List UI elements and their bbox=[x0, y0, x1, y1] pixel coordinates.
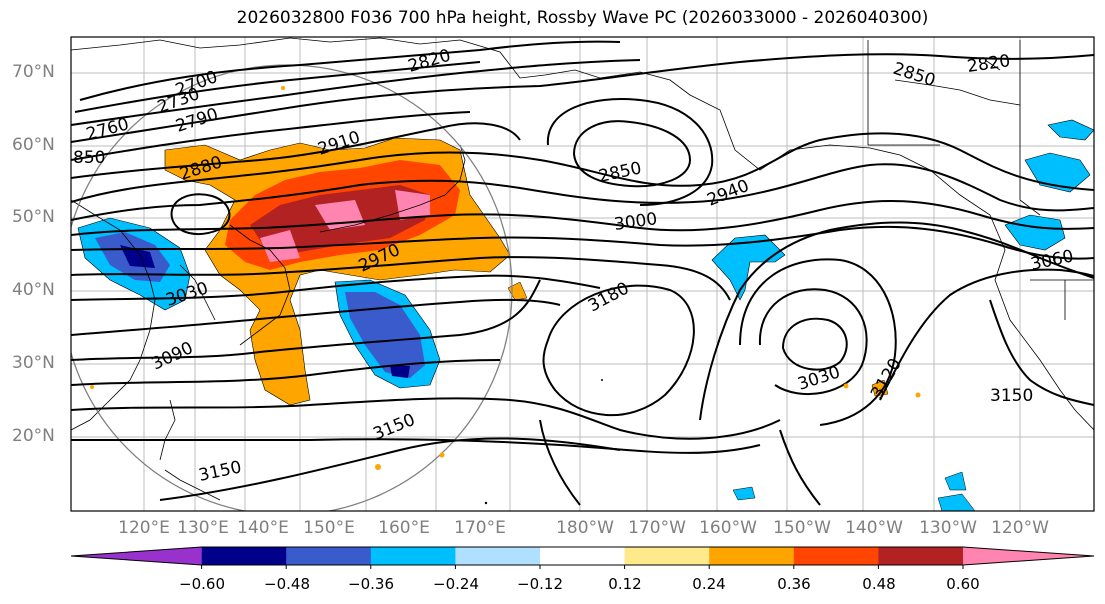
colorbar-tick-label: 0.48 bbox=[862, 575, 896, 593]
colorbar-blocks bbox=[70, 546, 1095, 566]
lon-label: 140°E bbox=[237, 518, 289, 538]
lon-label: 130°E bbox=[177, 518, 229, 538]
islands bbox=[90, 86, 921, 505]
colorbar-block bbox=[455, 547, 541, 565]
lat-label: 50°N bbox=[12, 207, 55, 227]
colorbar-block bbox=[286, 547, 372, 565]
colorbar-ticks bbox=[201, 565, 964, 569]
colorbar-tick-label: −0.48 bbox=[264, 575, 310, 593]
contour-label: 850 bbox=[73, 148, 105, 168]
colorbar-tick-label: −0.60 bbox=[179, 575, 225, 593]
lon-label: 160°W bbox=[699, 518, 757, 538]
lat-label: 20°N bbox=[12, 426, 55, 446]
colorbar-tick-label: 0.36 bbox=[777, 575, 811, 593]
lon-label: 140°W bbox=[845, 518, 903, 538]
lat-label: 70°N bbox=[12, 62, 55, 82]
map-frame bbox=[70, 36, 1095, 512]
negative-anomaly-region bbox=[77, 119, 1094, 511]
lon-label: 160°E bbox=[378, 518, 430, 538]
lon-label: 170°W bbox=[628, 518, 686, 538]
coastlines bbox=[71, 37, 1094, 501]
lon-label: 150°W bbox=[773, 518, 831, 538]
height-contours bbox=[71, 40, 1094, 506]
map-title: 2026032800 F036 700 hPa height, Rossby W… bbox=[236, 8, 929, 28]
lat-label: 40°N bbox=[12, 280, 55, 300]
lon-label: 130°W bbox=[919, 518, 977, 538]
colorbar-block bbox=[793, 547, 879, 565]
lon-label: 170°E bbox=[454, 518, 506, 538]
colorbar-block bbox=[370, 547, 456, 565]
lat-label: 30°N bbox=[12, 353, 55, 373]
colorbar-tick-label: 0.60 bbox=[946, 575, 980, 593]
colorbar-tick-label: 0.12 bbox=[608, 575, 642, 593]
colorbar-tick-label: −0.36 bbox=[348, 575, 394, 593]
colorbar-block bbox=[709, 547, 795, 565]
colorbar-block bbox=[201, 547, 287, 565]
lat-label: 60°N bbox=[12, 135, 55, 155]
lon-label: 150°E bbox=[303, 518, 355, 538]
colorbar-tick-label: −0.12 bbox=[517, 575, 563, 593]
contour-label: 3150 bbox=[990, 386, 1033, 406]
colorbar-tick-label: 0.24 bbox=[692, 575, 726, 593]
colorbar-block bbox=[878, 547, 964, 565]
colorbar-block bbox=[624, 547, 710, 565]
colorbar-tick-label: −0.24 bbox=[433, 575, 479, 593]
positive-anomaly-region bbox=[164, 137, 889, 406]
map-area bbox=[71, 37, 1094, 511]
lon-label: 180°W bbox=[556, 518, 614, 538]
lon-label: 120°E bbox=[118, 518, 170, 538]
colorbar-block bbox=[963, 547, 1094, 565]
colorbar-block bbox=[71, 547, 202, 565]
colorbar-block bbox=[540, 547, 626, 565]
lon-label: 120°W bbox=[991, 518, 1049, 538]
